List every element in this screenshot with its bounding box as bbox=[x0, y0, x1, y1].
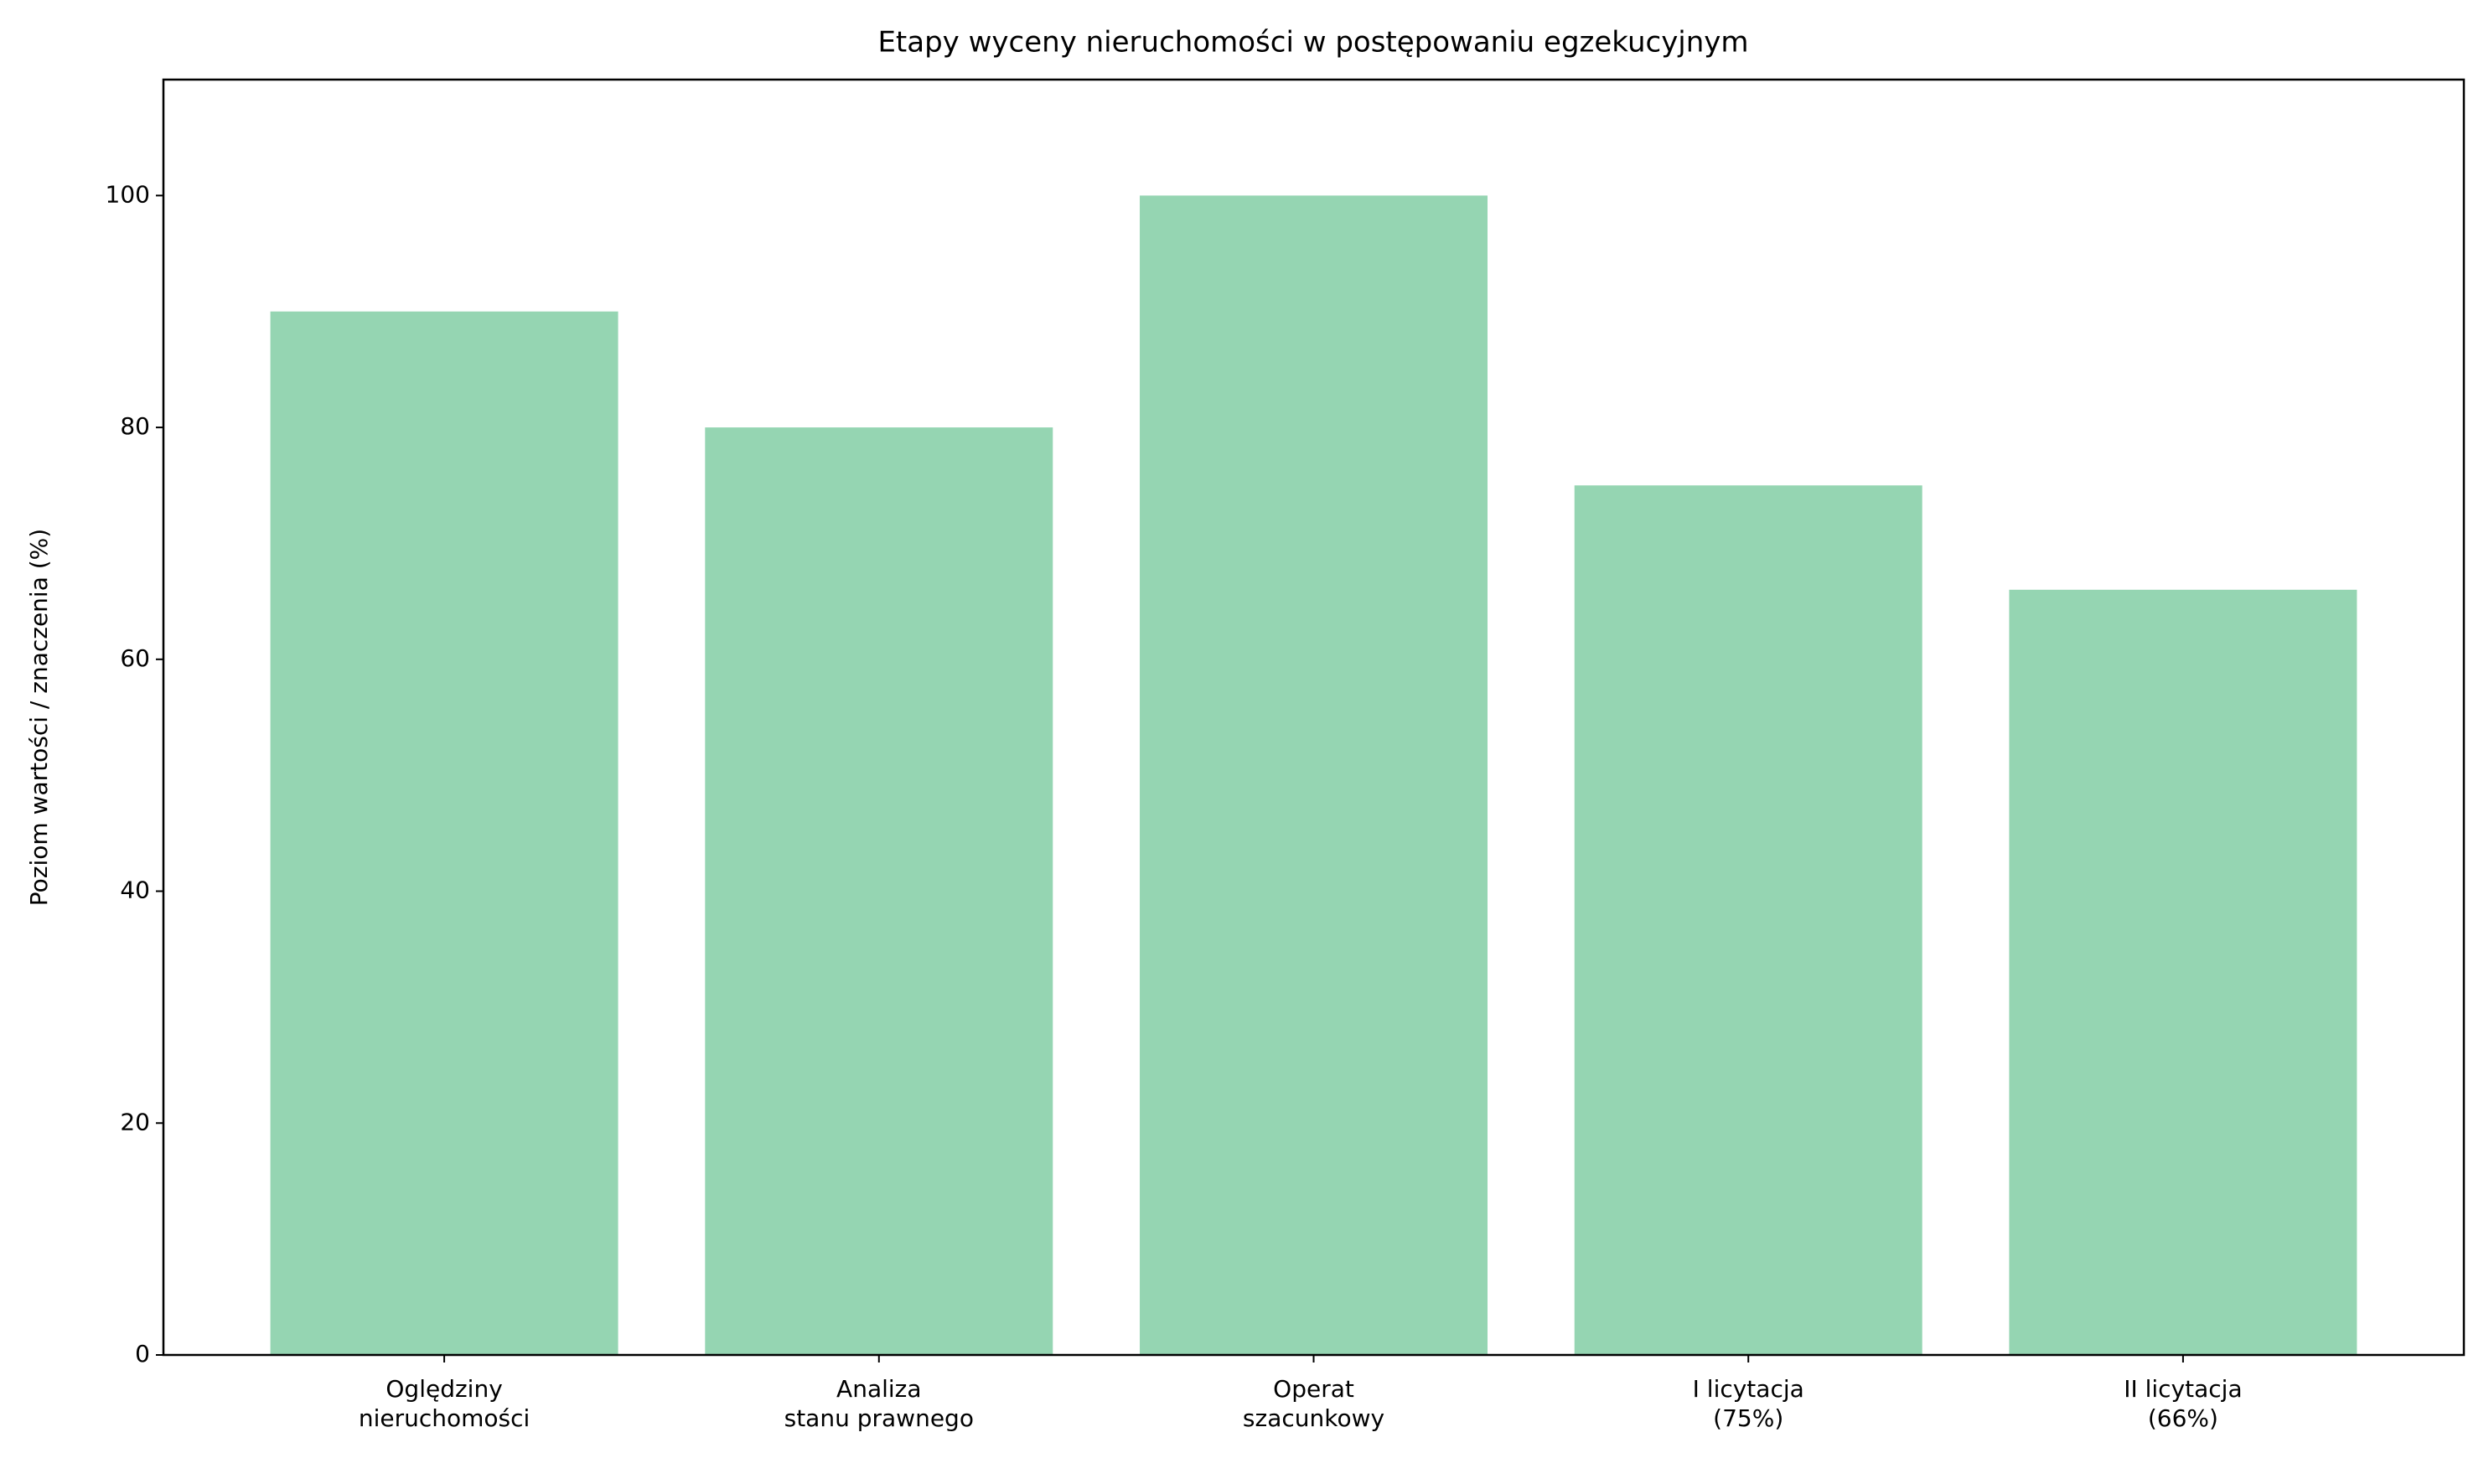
y-tick-label: 60 bbox=[120, 644, 150, 672]
chart-title: Etapy wyceny nieruchomości w postępowani… bbox=[877, 26, 1748, 59]
bar bbox=[270, 311, 618, 1355]
y-tick-label: 40 bbox=[120, 876, 150, 904]
x-tick-label: Oględziny nieruchomości bbox=[359, 1375, 530, 1432]
x-tick-label: I licytacja (75%) bbox=[1693, 1375, 1804, 1432]
y-axis-label: Poziom wartości / znaczenia (%) bbox=[25, 529, 53, 906]
y-tick-label: 0 bbox=[135, 1340, 150, 1368]
bar bbox=[705, 427, 1053, 1355]
y-tick-label: 20 bbox=[120, 1108, 150, 1135]
y-tick-label: 80 bbox=[120, 412, 150, 440]
plot-area: 0 20 40 60 80 100 Oględziny nieruchomości Analiz… bbox=[106, 180, 2357, 1432]
x-tick-label: Operat szacunkowy bbox=[1243, 1375, 1384, 1432]
y-tick-label: 100 bbox=[106, 180, 150, 208]
x-tick-label: Analiza stanu prawnego bbox=[784, 1375, 974, 1432]
bar bbox=[2009, 589, 2357, 1355]
axes-frame bbox=[162, 78, 2466, 1357]
bar bbox=[1574, 485, 1922, 1355]
bar bbox=[1140, 195, 1488, 1355]
x-tick-label: II licytacja (66%) bbox=[2124, 1375, 2242, 1432]
